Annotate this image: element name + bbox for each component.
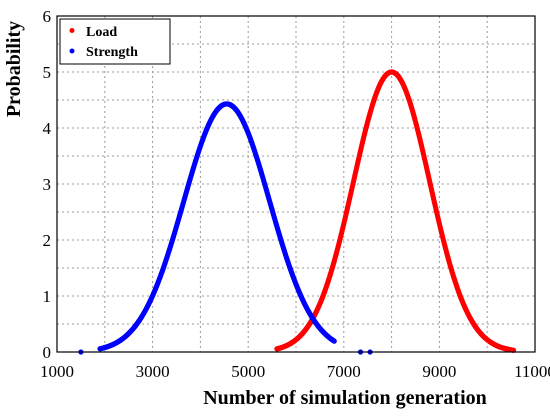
x-axis-title: Number of simulation generation (203, 387, 487, 409)
data-point-strength (331, 338, 337, 344)
series-strength (78, 101, 373, 355)
plot-frame (56, 15, 536, 353)
legend-label-load: Load (86, 25, 117, 40)
y-tick-label: 1 (43, 287, 52, 306)
y-tick-label: 6 (43, 7, 52, 26)
y-tick-label: 0 (43, 343, 52, 362)
grid (56, 15, 536, 353)
x-tick-label: 9000 (422, 362, 456, 381)
legend-marker-load (69, 28, 75, 33)
x-tick-label: 3000 (136, 362, 170, 381)
y-tick-label: 4 (43, 119, 52, 138)
y-tick-label: 2 (43, 231, 52, 250)
y-tick-label: 5 (43, 63, 52, 82)
y-tick-label: 3 (43, 175, 52, 194)
legend-label-strength: Strength (86, 45, 138, 60)
legend-box (59, 18, 171, 65)
x-tick-label: 7000 (327, 362, 361, 381)
y-axis-title: Probability (3, 21, 25, 117)
legend: Load Strength (59, 18, 171, 65)
legend-marker-strength (69, 48, 75, 54)
x-tick-label: 5000 (231, 362, 265, 381)
x-tick-label: 1000 (40, 362, 74, 381)
series-layer (78, 69, 517, 355)
